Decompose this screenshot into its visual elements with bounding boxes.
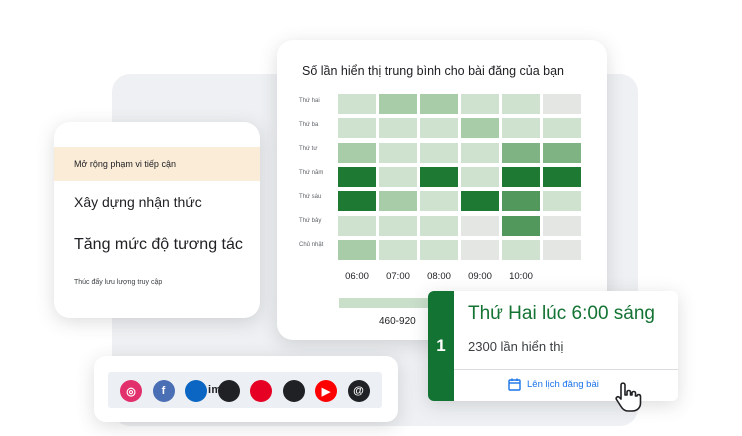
heatmap-cell[interactable] [379, 94, 417, 114]
calendar-icon [508, 378, 521, 391]
best-time-card: 1 Thứ Hai lúc 6:00 sáng 2300 lần hiển th… [428, 291, 678, 401]
youtube-icon[interactable]: ▶ [315, 380, 337, 402]
heatmap-cell[interactable] [461, 215, 499, 236]
day-label-tuesday: Thứ ba [299, 122, 319, 128]
heatmap-cell[interactable] [461, 166, 499, 187]
goal-options-card: Mở rộng phạm vi tiếp cận Xây dựng nhận t… [54, 122, 260, 318]
heatmap-cell[interactable] [502, 215, 540, 236]
pinterest-icon[interactable] [250, 380, 272, 402]
watermark: imPX [208, 384, 237, 396]
heatmap-cell[interactable] [379, 142, 417, 163]
heatmap-cell[interactable] [420, 191, 458, 212]
hour-label: 06:00 [345, 271, 369, 282]
heatmap-cell[interactable] [379, 215, 417, 236]
heatmap-cell[interactable] [379, 239, 417, 260]
heatmap-cell[interactable] [338, 118, 376, 139]
heatmap-cell[interactable] [543, 215, 581, 236]
hour-label: 09:00 [468, 271, 492, 282]
tiktok-icon[interactable] [217, 380, 240, 402]
heatmap-cell[interactable] [543, 239, 581, 260]
heatmap-cell[interactable] [461, 191, 499, 212]
heatmap-cell[interactable] [338, 142, 376, 163]
heatmap-cell[interactable] [502, 166, 540, 187]
heatmap-cell[interactable] [543, 94, 581, 114]
heatmap-cell[interactable] [502, 118, 540, 139]
goal-option-reach[interactable]: Mở rộng phạm vi tiếp cận [54, 147, 260, 181]
heatmap-cell[interactable] [338, 166, 376, 187]
social-icons-strip [108, 372, 382, 408]
heatmap-cell[interactable] [420, 118, 458, 139]
heatmap-cell[interactable] [502, 239, 540, 260]
impressions-count: 2300 lần hiển thị [468, 339, 564, 354]
heatmap-cell[interactable] [420, 215, 458, 236]
heatmap-cell[interactable] [461, 142, 499, 163]
heatmap-cell[interactable] [502, 142, 540, 163]
goal-option-traffic[interactable]: Thúc đẩy lưu lượng truy cập [74, 279, 163, 286]
heatmap-title: Số lần hiển thị trung bình cho bài đăng … [302, 64, 565, 78]
heatmap-cell[interactable] [420, 142, 458, 163]
heatmap-cell[interactable] [338, 191, 376, 212]
day-label-friday: Thứ sáu [299, 194, 322, 200]
goal-option-awareness[interactable]: Xây dựng nhận thức [74, 194, 202, 210]
day-label-sunday: Chủ nhật [299, 242, 324, 248]
legend-label: 460-920 [379, 316, 416, 327]
heatmap-cell[interactable] [543, 191, 581, 212]
heatmap-cell[interactable] [502, 191, 540, 212]
heatmap-cell[interactable] [420, 166, 458, 187]
divider [454, 369, 678, 370]
day-label-thursday: Thứ năm [299, 170, 324, 176]
hour-label: 08:00 [427, 271, 451, 282]
heatmap-cell[interactable] [379, 118, 417, 139]
linkedin-icon[interactable] [185, 380, 207, 402]
heatmap-cell[interactable] [338, 215, 376, 236]
heatmap-cell[interactable] [461, 94, 499, 114]
heatmap-cell[interactable] [338, 239, 376, 260]
heatmap-cell[interactable] [543, 142, 581, 163]
schedule-post-button[interactable]: Lên lịch đăng bài [508, 375, 599, 393]
instagram-icon[interactable]: ◎ [120, 380, 142, 402]
day-label-monday: Thứ hai [299, 98, 320, 104]
social-networks-card [94, 356, 398, 422]
heatmap-cell[interactable] [461, 118, 499, 139]
heatmap-cell[interactable] [379, 166, 417, 187]
pointer-hand-icon [612, 381, 646, 418]
rank-badge: 1 [428, 291, 454, 401]
x-icon[interactable] [282, 380, 305, 402]
best-time-title: Thứ Hai lúc 6:00 sáng [468, 303, 655, 324]
heatmap-cell[interactable] [420, 239, 458, 260]
hour-label: 10:00 [509, 271, 533, 282]
schedule-post-label: Lên lịch đăng bài [527, 378, 599, 390]
heatmap-cell[interactable] [420, 94, 458, 114]
heatmap-cell[interactable] [379, 191, 417, 212]
day-label-saturday: Thứ bảy [299, 218, 322, 224]
heatmap-cell[interactable] [338, 94, 376, 114]
facebook-icon[interactable]: f [152, 380, 175, 402]
heatmap-cell[interactable] [543, 166, 581, 187]
heatmap-cell[interactable] [461, 239, 499, 260]
day-label-wednesday: Thứ tư [299, 146, 318, 152]
legend-swatch [339, 298, 429, 308]
hour-label: 07:00 [386, 271, 410, 282]
heatmap-card: Số lần hiển thị trung bình cho bài đăng … [277, 40, 607, 340]
heatmap-cell[interactable] [502, 94, 540, 114]
heatmap-cell[interactable] [543, 118, 581, 139]
goal-option-engagement[interactable]: Tăng mức độ tương tác [74, 236, 243, 253]
threads-icon[interactable]: @ [347, 380, 370, 402]
